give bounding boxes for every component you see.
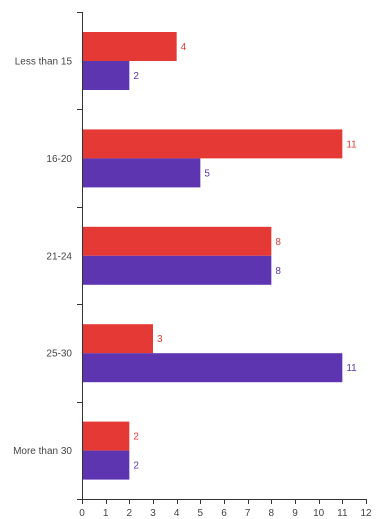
bar-1-2 (82, 226, 272, 256)
bar-2-2 (82, 255, 272, 285)
data-label-2-0: 2 (133, 71, 139, 82)
bar-2-4 (82, 450, 130, 480)
x-tick-label-12: 12 (360, 508, 372, 519)
data-label-1-0: 4 (181, 42, 187, 53)
x-tick-label-10: 10 (313, 508, 325, 519)
bar-1-4 (82, 421, 130, 451)
category-label-4: More than 30 (13, 446, 72, 457)
x-tick-label-4: 4 (174, 508, 180, 519)
data-label-2-3: 11 (346, 363, 357, 374)
x-tick-label-3: 3 (150, 508, 156, 519)
x-tick-label-7: 7 (245, 508, 251, 519)
category-label-0: Less than 15 (15, 57, 73, 68)
x-tick-label-0: 0 (79, 508, 85, 519)
data-label-2-1: 5 (204, 168, 210, 179)
bars-layer (82, 32, 343, 480)
axes-layer: Less than 15 16-20 21-24 25-30 More than 30 0… (13, 12, 372, 519)
x-tick-label-6: 6 (221, 508, 227, 519)
data-label-1-4: 2 (133, 432, 139, 443)
x-tick-label-9: 9 (292, 508, 298, 519)
bar-2-3 (82, 353, 343, 383)
x-tick-label-11: 11 (337, 508, 348, 519)
bar-2-0 (82, 61, 130, 90)
x-tick-label-5: 5 (198, 508, 204, 519)
data-label-1-1: 11 (346, 139, 357, 150)
data-labels-layer: 4 2 11 5 8 8 3 11 2 2 (133, 42, 357, 472)
bar-1-3 (82, 324, 153, 354)
category-label-2: 21-24 (46, 251, 72, 262)
x-tick-label-2: 2 (127, 508, 133, 519)
data-label-1-2: 8 (275, 237, 281, 248)
x-tick-label-1: 1 (103, 508, 109, 519)
bar-1-1 (82, 129, 343, 159)
data-label-2-2: 8 (275, 266, 281, 277)
data-label-2-4: 2 (133, 461, 139, 472)
category-label-1: 16-20 (46, 154, 72, 165)
x-tick-label-8: 8 (269, 508, 275, 519)
bar-2-1 (82, 158, 201, 188)
data-label-1-3: 3 (157, 334, 163, 345)
category-label-3: 25-30 (46, 349, 72, 360)
bar-1-0 (82, 32, 177, 61)
